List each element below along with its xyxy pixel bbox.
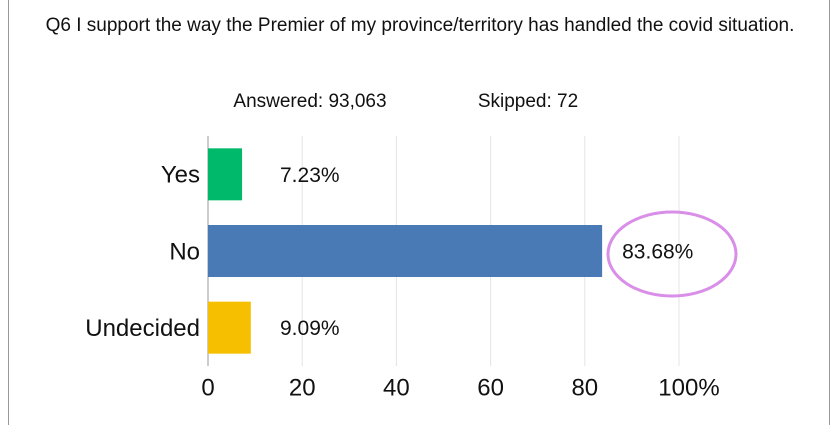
frame: [8, 0, 830, 425]
x-tick-label: 80: [571, 374, 598, 401]
highlight-circle: [606, 210, 738, 298]
x-tick-label: 100%: [658, 374, 719, 401]
y-tick-label: Yes: [161, 162, 200, 189]
annotation: Skipped: 72: [478, 91, 578, 112]
x-tick-label: 20: [289, 374, 316, 401]
x-tick-label: 60: [477, 374, 504, 401]
chart-title: Q6 I support the way the Premier of my p…: [45, 15, 795, 36]
bar: [208, 148, 243, 201]
x-tick-label: 0: [201, 374, 214, 401]
bar: [208, 301, 251, 354]
value-label: 9.09%: [280, 317, 340, 340]
value-label: 83.68%: [622, 241, 693, 264]
y-tick-label: No: [169, 238, 200, 265]
x-tick-label: 40: [383, 374, 410, 401]
annotation: Answered: 93,063: [233, 91, 386, 112]
value-label: 7.23%: [280, 164, 340, 187]
y-tick-label: Undecided: [85, 315, 200, 342]
bar: [208, 225, 603, 277]
